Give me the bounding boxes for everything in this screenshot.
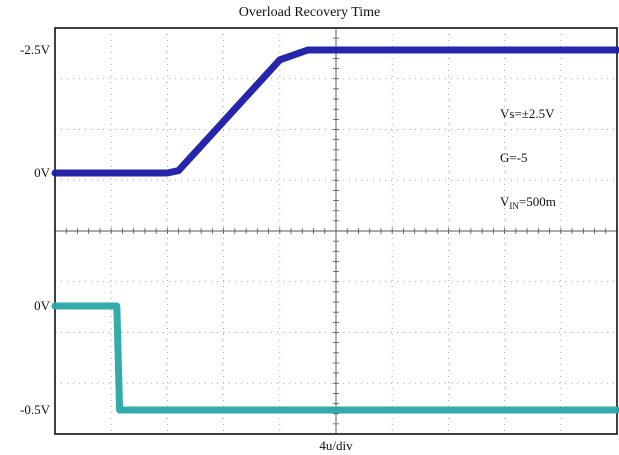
traces <box>51 46 619 414</box>
upper-y-tick-label: 0V <box>34 165 51 180</box>
lower-y-tick-label: 0V <box>34 298 51 313</box>
lower-trace-line <box>51 302 619 414</box>
upper-trace-line <box>51 46 619 177</box>
y-tick-labels: -2.5V 0V 0V -0.5V <box>20 42 51 417</box>
annotation-vin-sub: IN <box>509 201 519 211</box>
annotation-vin: VIN=500m <box>500 194 556 211</box>
annotation-vin-suffix: =500m <box>519 194 556 209</box>
chart-title: Overload Recovery Time <box>238 5 381 20</box>
annotation-gain: G=-5 <box>500 150 528 165</box>
grid <box>55 28 617 434</box>
plot-frame <box>54 27 618 435</box>
upper-y-tick-label: -2.5V <box>20 42 51 57</box>
x-axis-label: 4u/div <box>319 438 353 453</box>
annotation-vs: Vs=±2.5V <box>500 106 555 121</box>
lower-y-tick-label: -0.5V <box>20 402 51 417</box>
annotation-vin-prefix: V <box>500 194 510 209</box>
